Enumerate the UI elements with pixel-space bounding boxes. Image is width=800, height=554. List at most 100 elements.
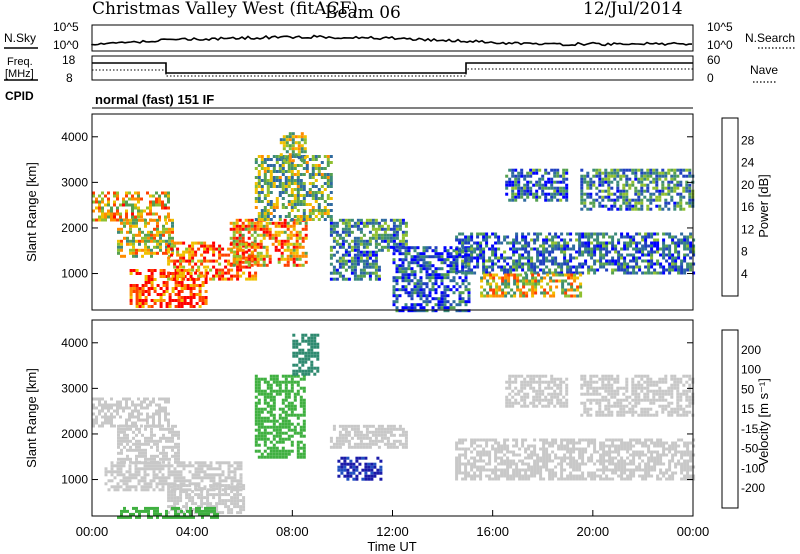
power-cell <box>598 195 602 199</box>
power-cell <box>673 207 677 211</box>
power-cell <box>254 188 258 191</box>
power-cell <box>266 209 270 212</box>
power-cell <box>117 239 120 243</box>
velocity-cell <box>359 445 363 449</box>
power-cell <box>674 268 678 272</box>
power-cell <box>485 232 489 236</box>
power-cell <box>392 230 396 234</box>
power-cell <box>578 250 582 254</box>
power-cell <box>602 241 606 245</box>
power-cell <box>497 235 501 239</box>
power-cell <box>285 150 289 154</box>
velocity-cell <box>380 427 384 431</box>
power-cell <box>260 155 264 158</box>
power-cell <box>250 263 254 267</box>
power-cell <box>288 132 292 136</box>
velocity-cell <box>173 473 177 477</box>
power-cell <box>194 271 198 275</box>
power-cell <box>347 218 351 222</box>
velocity-cell <box>185 490 189 494</box>
power-cell <box>419 252 423 256</box>
power-cell <box>673 183 677 187</box>
velocity-cell <box>153 424 156 428</box>
power-cell <box>150 305 154 308</box>
power-cell <box>368 230 372 234</box>
power-cell <box>259 245 263 249</box>
power-cell <box>449 246 453 250</box>
power-cell <box>589 180 593 184</box>
velocity-cell <box>272 413 276 417</box>
power-cell <box>521 268 525 272</box>
velocity-cell <box>104 418 107 422</box>
power-cell <box>538 180 542 184</box>
velocity-cell <box>119 467 123 471</box>
power-cell <box>176 259 180 263</box>
power-cell <box>686 265 690 269</box>
power-cell <box>494 232 498 236</box>
velocity-cell <box>272 428 276 432</box>
velocity-cell <box>171 448 174 452</box>
power-cell <box>98 203 101 207</box>
velocity-cell <box>182 482 186 486</box>
power-cell <box>434 297 438 301</box>
velocity-cell <box>371 430 375 434</box>
velocity-cell <box>164 464 168 468</box>
power-cell <box>548 244 552 248</box>
power-cell <box>662 253 666 257</box>
velocity-cell <box>141 448 144 452</box>
power-cell <box>404 230 408 234</box>
power-cell <box>374 221 378 225</box>
power-cell <box>262 224 266 228</box>
power-cell <box>241 224 245 228</box>
power-cell <box>659 271 663 275</box>
power-cell <box>289 257 293 261</box>
power-cell <box>311 164 315 167</box>
velocity-cell <box>316 369 320 373</box>
power-cell <box>274 224 278 228</box>
power-cell <box>287 185 291 188</box>
velocity-cell <box>373 462 377 466</box>
power-cell <box>504 291 508 295</box>
velocity-cell <box>161 479 165 483</box>
power-cell <box>200 241 204 245</box>
power-cell <box>293 167 297 170</box>
power-cell <box>377 242 381 246</box>
velocity-cell <box>128 470 132 474</box>
velocity-cell <box>152 412 155 416</box>
velocity-cell <box>506 450 510 454</box>
power-cell <box>308 176 312 179</box>
power-cell <box>104 194 107 198</box>
power-cell <box>128 203 131 207</box>
power-cell <box>209 259 213 263</box>
power-cell <box>311 158 315 161</box>
power-cell <box>293 206 297 209</box>
velocity-cell <box>170 496 174 500</box>
velocity-cell <box>373 465 377 469</box>
power-cell <box>486 273 490 277</box>
power-cell <box>296 215 300 218</box>
velocity-cell <box>380 439 384 443</box>
velocity-cell <box>503 471 507 475</box>
velocity-cell <box>104 421 107 425</box>
velocity-cell <box>479 444 483 448</box>
velocity-cell <box>266 380 270 384</box>
power-cell <box>297 150 301 154</box>
velocity-cell <box>194 493 198 497</box>
power-cell <box>578 235 582 239</box>
power-cell <box>132 242 135 246</box>
power-cell <box>658 177 662 181</box>
velocity-cell <box>194 487 198 491</box>
velocity-cell <box>221 479 225 483</box>
velocity-cell <box>404 442 408 446</box>
power-cell <box>250 254 254 258</box>
power-cell <box>413 255 417 259</box>
velocity-cell <box>167 467 171 471</box>
power-cell <box>299 194 303 197</box>
power-cell <box>526 183 530 187</box>
velocity-cell <box>173 482 177 486</box>
power-cell <box>632 235 636 239</box>
power-cell <box>278 164 282 167</box>
power-cell <box>646 168 650 172</box>
velocity-cell <box>257 455 261 459</box>
power-cell <box>281 161 285 164</box>
